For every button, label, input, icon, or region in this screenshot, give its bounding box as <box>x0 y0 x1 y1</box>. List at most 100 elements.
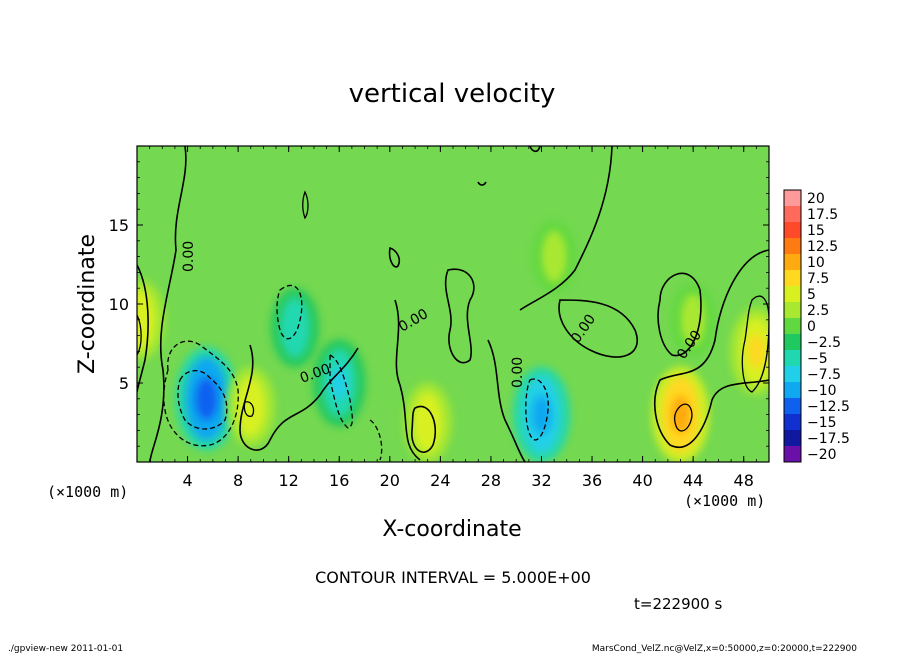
contour-interval: CONTOUR INTERVAL = 5.000E+00 <box>315 568 591 587</box>
field-feature-core <box>531 395 551 434</box>
zero-contour-line <box>394 299 421 461</box>
x-tick-label: 40 <box>632 471 652 490</box>
y-tick-label: 5 <box>119 374 129 393</box>
contour-label: 0.00 <box>181 241 197 272</box>
colorbar-swatch <box>784 414 801 431</box>
x-tick-label: 8 <box>233 471 243 490</box>
zero-contour-line <box>149 146 187 462</box>
colorbar-label: −7.5 <box>807 367 841 383</box>
contour-label: 0.00 <box>510 357 526 388</box>
footer-right: MarsCond_VelZ.nc@VelZ,x=0:50000,z=0:2000… <box>592 644 857 654</box>
colorbar-swatch <box>784 286 801 303</box>
colorbar-swatch <box>784 206 801 223</box>
colorbar-label: −2.5 <box>807 335 841 351</box>
x-tick-label: 28 <box>481 471 501 490</box>
chart-title: vertical velocity <box>349 79 556 109</box>
colorbar-swatch <box>784 334 801 351</box>
positive-contour-line <box>302 190 309 220</box>
colorbar-label: −15 <box>807 415 837 431</box>
colorbar-swatch <box>784 366 801 383</box>
x-tick-label: 12 <box>279 471 299 490</box>
colorbar-swatch <box>784 270 801 287</box>
y-axis-label: Z-coordinate <box>75 234 100 374</box>
colorbar-swatch <box>784 238 801 255</box>
colorbar: 2017.51512.5107.552.50−2.5−5−7.5−10−12.5… <box>783 189 850 463</box>
field-feature-core <box>547 243 561 270</box>
colorbar-label: −20 <box>807 447 837 463</box>
x-tick-label: 4 <box>182 471 192 490</box>
x-unit-right: (×1000 m) <box>684 492 765 510</box>
zero-contour-line <box>558 299 638 358</box>
colorbar-label: −17.5 <box>807 431 850 447</box>
colorbar-swatch <box>784 446 801 463</box>
negative-contour-line <box>329 353 354 429</box>
zero-contour-line <box>388 246 401 268</box>
colorbar-frame <box>783 189 802 463</box>
y-tick-label: 10 <box>109 295 129 314</box>
colorbar-swatch <box>784 382 801 399</box>
zero-contour-line <box>657 272 702 357</box>
colorbar-swatch <box>784 190 801 207</box>
positive-contour-line <box>741 295 769 393</box>
footer-left: ./gpview-new 2011-01-01 <box>8 644 123 654</box>
zero-contour-line <box>239 344 359 451</box>
negative-contour-line <box>369 419 383 461</box>
colorbar-label: 12.5 <box>807 239 838 255</box>
plot-area: 0.00 0.00 0.00 0.00 0.00 0.00 <box>136 145 770 463</box>
colorbar-label: 7.5 <box>807 271 829 287</box>
x-axis-label: X-coordinate <box>382 517 521 542</box>
negative-contour-line <box>177 370 228 430</box>
x-tick-label: 24 <box>430 471 450 490</box>
zero-contour-line <box>654 249 769 448</box>
x-unit-left: (×1000 m) <box>47 483 128 501</box>
field-feature-core <box>287 312 303 343</box>
negative-contour-line <box>525 378 549 441</box>
colorbar-label: 20 <box>807 191 825 207</box>
colorbar-label: −5 <box>807 351 828 367</box>
colorbar-label: 5 <box>807 287 816 303</box>
negative-contour-line <box>163 340 239 447</box>
colorbar-label: 0 <box>807 319 816 335</box>
x-tick-label: 48 <box>734 471 754 490</box>
x-tick-label: 16 <box>329 471 349 490</box>
x-tick-label: 44 <box>683 471 703 490</box>
y-tick-label: 15 <box>109 216 129 235</box>
x-axis: 4 8 12 16 20 24 28 32 36 40 44 48 <box>136 146 770 490</box>
colorbar-label: −10 <box>807 383 837 399</box>
colorbar-label: 2.5 <box>807 303 829 319</box>
x-tick-label: 20 <box>380 471 400 490</box>
colorbar-swatch <box>784 302 801 319</box>
y-axis: 5 10 15 <box>109 145 769 463</box>
colorbar-swatch <box>784 318 801 335</box>
field-feature-core <box>747 334 765 369</box>
positive-contours <box>137 190 769 432</box>
x-tick-label: 36 <box>582 471 602 490</box>
colorbar-swatch <box>784 398 801 415</box>
field-feature-core <box>687 306 700 333</box>
x-tick-label: 32 <box>531 471 551 490</box>
zero-contours <box>137 146 769 462</box>
colorbar-label: 17.5 <box>807 207 838 223</box>
colorbar-swatch <box>784 222 801 239</box>
field-feature-core <box>137 304 149 335</box>
colorbar-label: −12.5 <box>807 399 850 415</box>
positive-contour-line <box>673 403 693 432</box>
positive-contour-line <box>243 401 255 417</box>
colorbar-swatch <box>784 430 801 447</box>
colorbar-swatch <box>784 254 801 271</box>
zero-contour-line <box>444 268 475 364</box>
colorbar-swatch <box>784 350 801 367</box>
zero-contour-line <box>137 264 149 393</box>
time-stamp: t=222900 s <box>634 595 722 613</box>
zero-contour-line <box>411 405 437 453</box>
colorbar-label: 15 <box>807 223 825 239</box>
zero-contour-line <box>487 339 526 462</box>
zero-contour-line <box>519 146 613 311</box>
zero-contour-line <box>529 146 541 153</box>
positive-contour-line <box>137 314 142 356</box>
field-feature-core <box>420 407 435 438</box>
zero-contour-line <box>477 181 487 186</box>
negative-contours <box>163 284 549 461</box>
colorbar-label: 10 <box>807 255 825 271</box>
